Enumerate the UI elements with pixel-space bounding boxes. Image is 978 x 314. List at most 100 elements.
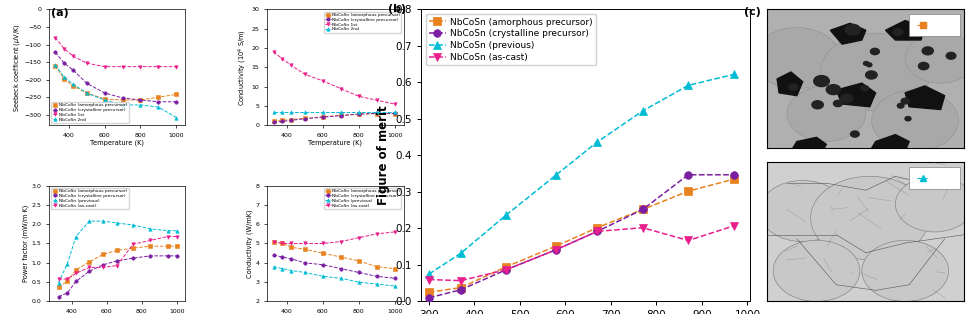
NbCoSn (crystalline precursor): [97, 263, 109, 267]
NbCoSn (amorphous precursor): [111, 249, 123, 252]
NbCoSn (previous): [317, 274, 329, 278]
Line: NbCoSn 2nd: NbCoSn 2nd: [54, 63, 178, 119]
NbCoSn (as-cast): [500, 268, 511, 272]
Line: NbCoSn 1st: NbCoSn 1st: [54, 36, 178, 68]
NbCoSn (crystalline precursor): [352, 112, 364, 116]
NbCoSn (previous): [500, 213, 511, 217]
Y-axis label: Figure of merit: Figure of merit: [377, 106, 390, 205]
Line: NbCoSn (amorphous precursor): NbCoSn (amorphous precursor): [424, 175, 736, 296]
NbCoSn (crystalline precursor): [388, 276, 400, 280]
Line: NbCoSn (crystalline precursor): NbCoSn (crystalline precursor): [57, 254, 178, 299]
Polygon shape: [829, 23, 865, 44]
NbCoSn (amorphous precursor): [153, 95, 164, 99]
NbCoSn (amorphous precursor): [317, 115, 329, 119]
Circle shape: [921, 47, 932, 55]
NbCoSn (as-cast): [352, 236, 364, 240]
NbCoSn 2nd: [317, 110, 329, 114]
NbCoSn (crystalline precursor): [550, 248, 561, 252]
NbCoSn (previous): [352, 280, 364, 284]
NbCoSn (previous): [286, 269, 297, 273]
NbCoSn 1st: [317, 79, 329, 83]
NbCoSn 2nd: [277, 110, 289, 114]
NbCoSn (amorphous precursor): [352, 112, 364, 116]
NbCoSn (amorphous precursor): [59, 77, 70, 81]
NbCoSn (amorphous precursor): [170, 244, 182, 248]
Circle shape: [897, 103, 903, 108]
NbCoSn (amorphous precursor): [388, 267, 400, 270]
NbCoSn (amorphous precursor): [388, 112, 400, 116]
NbCoSn (crystalline precursor): [286, 257, 297, 261]
NbCoSn (as-cast): [145, 239, 156, 242]
Circle shape: [946, 52, 955, 59]
Y-axis label: Seebeck coefficient ($\mu$V/K): Seebeck coefficient ($\mu$V/K): [12, 23, 22, 112]
NbCoSn (as-cast): [371, 232, 382, 236]
Line: NbCoSn (previous): NbCoSn (previous): [57, 219, 178, 284]
Circle shape: [865, 71, 876, 79]
NbCoSn (amorphous precursor): [145, 244, 156, 248]
NbCoSn (crystalline precursor): [727, 173, 738, 177]
Bar: [767, 301, 963, 310]
NbCoSn 1st: [298, 73, 310, 76]
Circle shape: [832, 100, 841, 106]
NbCoSn (previous): [334, 276, 346, 280]
Circle shape: [870, 90, 957, 151]
NbCoSn (as-cast): [422, 278, 434, 281]
NbCoSn (crystalline precursor): [267, 120, 279, 124]
FancyBboxPatch shape: [909, 14, 959, 36]
NbCoSn (crystalline precursor): [161, 254, 173, 258]
NbCoSn (crystalline precursor): [135, 98, 147, 102]
Circle shape: [773, 240, 859, 301]
NbCoSn 1st: [170, 65, 182, 68]
NbCoSn (amorphous precursor): [371, 112, 382, 116]
NbCoSn (amorphous precursor): [317, 251, 329, 255]
NbCoSn 2nd: [170, 116, 182, 119]
NbCoSn 2nd: [59, 75, 70, 79]
NbCoSn (amorphous precursor): [83, 260, 95, 264]
NbCoSn (crystalline precursor): [170, 254, 182, 258]
NbCoSn (previous): [727, 73, 738, 76]
NbCoSn (amorphous precursor): [267, 240, 279, 243]
NbCoSn 1st: [277, 57, 289, 61]
NbCoSn (crystalline precursor): [422, 296, 434, 300]
X-axis label: Temperature (K): Temperature (K): [308, 139, 362, 146]
NbCoSn (amorphous precursor): [81, 91, 93, 95]
NbCoSn (as-cast): [277, 241, 289, 245]
Circle shape: [850, 131, 859, 137]
NbCoSn 2nd: [352, 110, 364, 114]
Legend: NbCoSn (amorphous precursor), NbCoSn (crystalline precursor), NbCoSn 1st, NbCoSn: NbCoSn (amorphous precursor), NbCoSn (cr…: [51, 102, 128, 123]
NbCoSn 2nd: [49, 63, 61, 67]
NbCoSn (as-cast): [727, 224, 738, 228]
Polygon shape: [905, 86, 944, 110]
NbCoSn (amorphous precursor): [127, 246, 139, 250]
NbCoSn (amorphous precursor): [267, 119, 279, 122]
NbCoSn (amorphous precursor): [500, 265, 511, 269]
Text: (c): (c): [743, 7, 760, 17]
NbCoSn 2nd: [99, 98, 111, 102]
NbCoSn (as-cast): [317, 241, 329, 245]
NbCoSn (amorphous precursor): [97, 252, 109, 256]
NbCoSn (as-cast): [388, 230, 400, 234]
NbCoSn (as-cast): [267, 240, 279, 243]
NbCoSn (as-cast): [682, 239, 693, 242]
NbCoSn (as-cast): [161, 235, 173, 238]
NbCoSn (crystalline precursor): [145, 254, 156, 258]
Legend: NbCoSn (amorphous precursor), NbCoSn (crystalline precursor), NbCoSn (previous),: NbCoSn (amorphous precursor), NbCoSn (cr…: [425, 14, 596, 65]
Circle shape: [759, 181, 845, 242]
NbCoSn (previous): [62, 262, 73, 265]
NbCoSn (crystalline precursor): [83, 269, 95, 273]
NbCoSn (crystalline precursor): [500, 268, 511, 272]
NbCoSn (amorphous precursor): [135, 98, 147, 102]
NbCoSn (crystalline precursor): [352, 271, 364, 274]
NbCoSn 1st: [99, 65, 111, 68]
NbCoSn (crystalline precursor): [170, 100, 182, 104]
Circle shape: [869, 48, 878, 55]
NbCoSn (crystalline precursor): [591, 230, 602, 233]
Line: NbCoSn (as-cast): NbCoSn (as-cast): [57, 235, 178, 281]
NbCoSn (crystalline precursor): [49, 50, 61, 54]
NbCoSn (as-cast): [53, 277, 65, 281]
Y-axis label: Conductivity (10$^4$ S/m): Conductivity (10$^4$ S/m): [237, 29, 248, 106]
NbCoSn (amorphous precursor): [70, 268, 82, 272]
NbCoSn (as-cast): [455, 279, 467, 283]
Y-axis label: Power factor (mW/m K): Power factor (mW/m K): [22, 205, 28, 282]
NbCoSn (previous): [83, 219, 95, 223]
